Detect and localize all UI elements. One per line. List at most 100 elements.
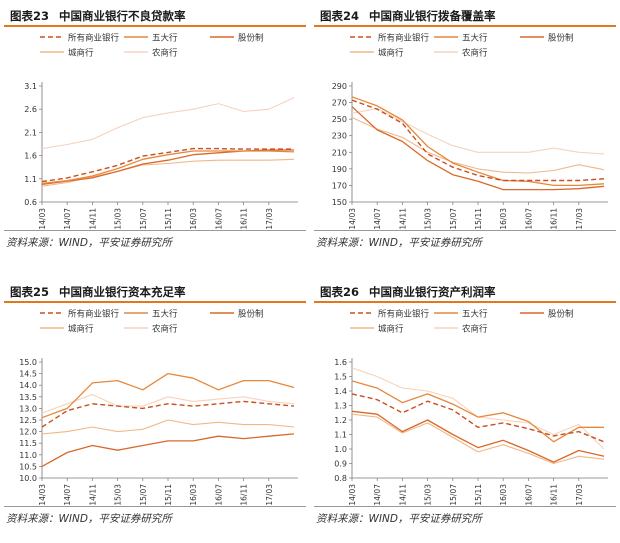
panel-title: 图表25 中国商业银行资本充足率 (10, 284, 186, 300)
x-tick-label: 15/03 (424, 484, 433, 506)
y-tick-label: 1.0 (334, 445, 347, 454)
series-line-big-five (41, 372, 295, 419)
series-line-joint-stock (351, 106, 605, 191)
legend-label-all-banks: 所有商业银行 (378, 33, 430, 44)
x-tick-label: 16/07 (214, 484, 223, 506)
x-tick-label: 15/11 (164, 208, 173, 230)
y-tick-label: 150 (332, 198, 347, 207)
series-line-city-banks (351, 117, 605, 174)
x-tick-label: 14/07 (63, 208, 72, 230)
y-tick-label: 1.6 (334, 358, 347, 367)
source-note: 资料来源：WIND，平安证券研究所 (6, 237, 172, 249)
x-tick-label: 17/03 (265, 484, 274, 506)
y-tick-label: 2.6 (24, 105, 37, 114)
series-line-joint-stock (351, 410, 605, 463)
x-tick-label: 14/03 (38, 484, 47, 506)
source-note: 资料来源：WIND，平安证券研究所 (316, 237, 482, 249)
y-tick-label: 1.2 (334, 416, 347, 425)
x-tick-label: 16/03 (499, 484, 508, 506)
x-tick-label: 14/03 (348, 208, 357, 230)
legend-label-rural-banks: 农商行 (462, 48, 488, 59)
x-tick-label: 16/11 (240, 484, 249, 506)
x-tick-label: 14/07 (373, 484, 382, 506)
panel-header: 图表24 中国商业银行拨备覆盖率 (314, 6, 616, 27)
legend-label-all-banks: 所有商业银行 (378, 309, 430, 320)
x-tick-label: 14/11 (88, 484, 97, 506)
chart-panel-24: 图表24 中国商业银行拨备覆盖率 所有商业银行 五大行 股份制 城商行 农商行 290 270… (314, 6, 616, 264)
series-line-city-banks (41, 158, 295, 187)
y-tick-label: 190 (332, 165, 347, 174)
y-tick-label: 14.0 (19, 381, 37, 390)
x-tick-label: 16/03 (189, 208, 198, 230)
x-tick-label: 14/03 (348, 484, 357, 506)
x-tick-label: 16/03 (499, 208, 508, 230)
legend-label-big-five: 五大行 (152, 33, 178, 44)
x-tick-label: 14/07 (63, 484, 72, 506)
x-tick-label: 15/11 (474, 208, 483, 230)
y-tick-label: 1.3 (334, 402, 347, 411)
series-line-joint-stock (41, 433, 295, 467)
y-tick-label: 13.0 (19, 404, 37, 413)
y-tick-label: 210 (332, 148, 347, 157)
series-line-all-banks (41, 147, 294, 183)
legend-label-city-banks: 城商行 (68, 324, 94, 335)
y-tick-label: 13.5 (19, 393, 37, 402)
source-divider (4, 230, 306, 231)
x-tick-label: 15/07 (139, 208, 148, 230)
legend-label-rural-banks: 农商行 (152, 324, 178, 335)
legend-label-joint-stock: 股份制 (238, 33, 264, 44)
series-line-all-banks (351, 393, 605, 443)
chart-panel-26: 图表26 中国商业银行资产利润率 所有商业银行 五大行 股份制 城商行 农商行 1.6 1.5… (314, 282, 616, 540)
legend-label-city-banks: 城商行 (378, 48, 404, 59)
legend-label-rural-banks: 农商行 (152, 48, 178, 59)
y-tick-label: 1.4 (334, 387, 347, 396)
x-tick-label: 16/07 (214, 208, 223, 230)
panel-title: 图表26 中国商业银行资产利润率 (320, 284, 496, 300)
chart-panel-25: 图表25 中国商业银行资本充足率 所有商业银行 五大行 股份制 城商行 农商行 15.0 14… (4, 282, 306, 540)
chart-title: 中国商业银行资产利润率 (369, 285, 496, 299)
x-tick-label: 15/03 (114, 208, 123, 230)
y-tick-label: 12.5 (19, 416, 37, 425)
series-line-city-banks (41, 419, 295, 435)
x-tick-label: 15/03 (424, 208, 433, 230)
series-line-big-five (351, 380, 604, 443)
source-divider (314, 230, 616, 231)
source-divider (314, 506, 616, 507)
x-tick-label: 15/11 (164, 484, 173, 506)
y-tick-label: 1.1 (24, 175, 37, 184)
legend-label-joint-stock: 股份制 (238, 309, 264, 320)
source-note: 资料来源：WIND，平安证券研究所 (316, 513, 482, 525)
legend-label-all-banks: 所有商业银行 (68, 33, 120, 44)
y-tick-label: 0.6 (24, 198, 37, 207)
chart-panel-23: 图表23 中国商业银行不良贷款率 所有商业银行 五大行 股份制 城商行 农商行 3.1 2.6… (4, 6, 306, 264)
panel-header: 图表26 中国商业银行资产利润率 (314, 282, 616, 303)
series-line-big-five (351, 96, 605, 187)
x-tick-label: 16/07 (524, 208, 533, 230)
x-tick-label: 14/07 (373, 208, 382, 230)
y-tick-label: 230 (332, 132, 347, 141)
figure-number: 图表26 (320, 285, 360, 299)
series-line-rural-banks (41, 97, 295, 150)
legend-label-joint-stock: 股份制 (548, 33, 574, 44)
y-tick-label: 1.1 (334, 431, 347, 440)
series-line-rural-banks (41, 393, 295, 414)
y-tick-label: 250 (332, 115, 347, 124)
legend-label-big-five: 五大行 (462, 33, 488, 44)
legend-label-city-banks: 城商行 (68, 48, 94, 59)
x-tick-label: 14/11 (88, 208, 97, 230)
y-tick-label: 0.8 (334, 474, 347, 483)
panel-title: 图表23 中国商业银行不良贷款率 (10, 8, 186, 24)
x-tick-label: 15/03 (114, 484, 123, 506)
series-line-rural-banks (351, 367, 605, 450)
legend-label-city-banks: 城商行 (378, 324, 404, 335)
x-tick-label: 16/11 (550, 208, 559, 230)
y-tick-label: 10.5 (19, 462, 37, 471)
y-tick-label: 0.9 (334, 460, 347, 469)
y-tick-label: 11.0 (19, 451, 37, 460)
legend-label-all-banks: 所有商业银行 (68, 309, 120, 320)
y-tick-label: 270 (332, 99, 347, 108)
